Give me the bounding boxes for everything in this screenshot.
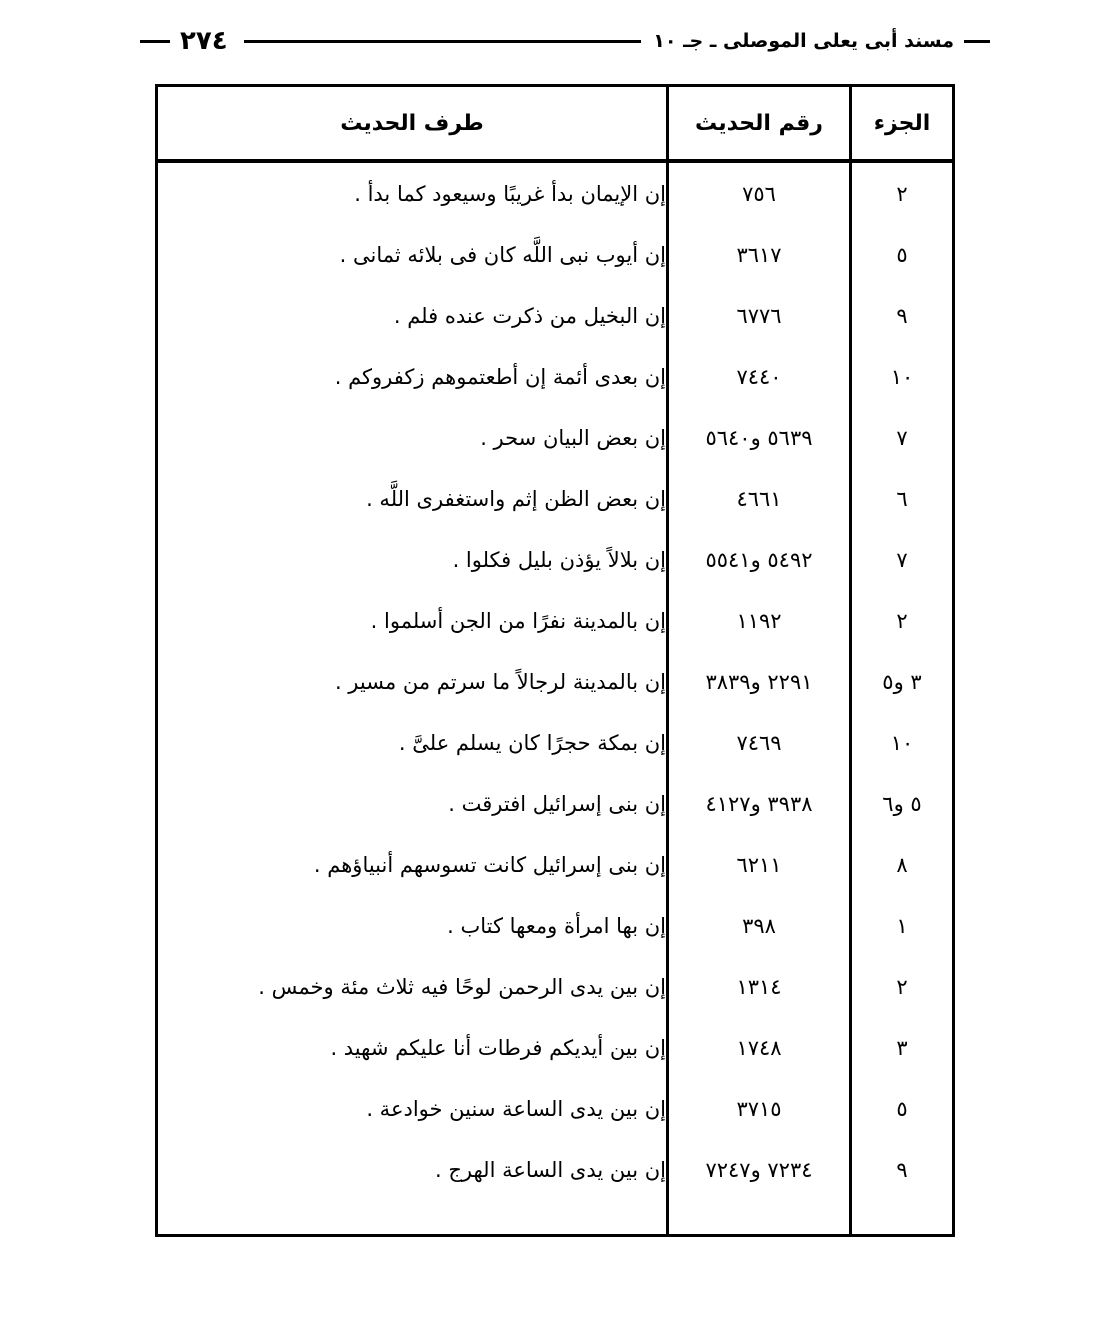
cell-hadith-number: ٥٦٣٩ و٥٦٤٠ (666, 407, 852, 468)
header-dash-leading (964, 39, 990, 43)
cell-hadith-text: إن بها امرأة ومعها كتاب . (156, 895, 669, 956)
cell-hadith-text: إن بعض البيان سحر . (156, 407, 669, 468)
cell-hadith-text: إن بمكة حجرًا كان يسلم علىَّ . (156, 712, 669, 773)
cell-hadith-text: إن أيوب نبى اللَّه كان فى بلائه ثمانى . (156, 224, 669, 285)
table-row: ٥ ٣٦١٧ إن أيوب نبى اللَّه كان فى بلائه ثما… (156, 224, 954, 285)
table-body: ٢ ٧٥٦ إن الإيمان بدأ غريبًا وسيعود كما بدأ… (156, 161, 954, 1236)
cell-part: ٢ (849, 956, 954, 1017)
cell-part: ٧ (849, 407, 954, 468)
page-number: ٢٧٤ (180, 26, 228, 56)
book-title: مسند أبى يعلى الموصلى ـ جـ ١٠ (653, 29, 954, 52)
table-row: ١ ٣٩٨ إن بها امرأة ومعها كتاب . (156, 895, 954, 956)
table-header: الجزء رقم الحديث طرف الحديث (156, 85, 954, 161)
table-row: ٥ و٦ ٣٩٣٨ و٤١٢٧ إن بنى إسرائيل افترقت . (156, 773, 954, 834)
spacer-cell (666, 1200, 852, 1236)
cell-hadith-number: ٧٥٦ (666, 161, 852, 224)
cell-part: ١ (849, 895, 954, 956)
cell-hadith-text: إن البخيل من ذكرت عنده فلم . (156, 285, 669, 346)
table-row: ٦ ٤٦٦١ إن بعض الظن إثم واستغفرى اللَّه . (156, 468, 954, 529)
cell-hadith-text: إن بعدى أئمة إن أطعتموهم زكفروكم . (156, 346, 669, 407)
hadith-index-table: الجزء رقم الحديث طرف الحديث ٢ ٧٥٦ إن الإيم… (155, 84, 955, 1237)
table-row: ٧ ٥٤٩٢ و٥٥٤١ إن بلالاً يؤذن بليل فكلوا . (156, 529, 954, 590)
table-row: ٥ ٣٧١٥ إن بين يدى الساعة سنين خوادعة . (156, 1078, 954, 1139)
table-row: ٧ ٥٦٣٩ و٥٦٤٠ إن بعض البيان سحر . (156, 407, 954, 468)
spacer-cell (156, 1200, 669, 1236)
header-rule (243, 39, 642, 43)
cell-part: ٣ (849, 1017, 954, 1078)
cell-hadith-number: ٧٤٦٩ (666, 712, 852, 773)
cell-hadith-number: ٧٢٣٤ و٧٢٤٧ (666, 1139, 852, 1200)
cell-part: ٥ (849, 224, 954, 285)
cell-part: ١٠ (849, 346, 954, 407)
cell-hadith-number: ٣٩٨ (666, 895, 852, 956)
cell-hadith-number: ٣٧١٥ (666, 1078, 852, 1139)
cell-hadith-text: إن بين يدى الرحمن لوحًا فيه ثلاث مئة وخم… (156, 956, 669, 1017)
cell-part: ٨ (849, 834, 954, 895)
table-row: ١٠ ٧٤٤٠ إن بعدى أئمة إن أطعتموهم زكفروكم . (156, 346, 954, 407)
cell-hadith-number: ٦٧٧٦ (666, 285, 852, 346)
cell-part: ٥ و٦ (849, 773, 954, 834)
cell-hadith-number: ٥٤٩٢ و٥٥٤١ (666, 529, 852, 590)
cell-part: ٩ (849, 285, 954, 346)
column-header-text: طرف الحديث (156, 85, 669, 161)
cell-hadith-text: إن الإيمان بدأ غريبًا وسيعود كما بدأ . (156, 161, 669, 224)
table-row: ٢ ٧٥٦ إن الإيمان بدأ غريبًا وسيعود كما بدأ… (156, 161, 954, 224)
table-header-row: الجزء رقم الحديث طرف الحديث (156, 85, 954, 161)
cell-hadith-text: إن بالمدينة نفرًا من الجن أسلموا . (156, 590, 669, 651)
table-row: ٣ ١٧٤٨ إن بين أيديكم فرطات أنا عليكم شهيد … (156, 1017, 954, 1078)
cell-hadith-text: إن بلالاً يؤذن بليل فكلوا . (156, 529, 669, 590)
table-row: ٣ و٥ ٢٢٩١ و٣٨٣٩ إن بالمدينة لرجالاً ما سرت… (156, 651, 954, 712)
cell-hadith-text: إن بعض الظن إثم واستغفرى اللَّه . (156, 468, 669, 529)
cell-hadith-text: إن بالمدينة لرجالاً ما سرتم من مسير . (156, 651, 669, 712)
table-row: ٨ ٦٢١١ إن بنى إسرائيل كانت تسوسهم أنبياؤهم… (156, 834, 954, 895)
hadith-index-table-container: الجزء رقم الحديث طرف الحديث ٢ ٧٥٦ إن الإيم… (155, 84, 955, 1237)
page-running-header: مسند أبى يعلى الموصلى ـ جـ ١٠ ٢٧٤ (140, 18, 990, 64)
table-bottom-spacer (156, 1200, 954, 1236)
cell-hadith-text: إن بنى إسرائيل كانت تسوسهم أنبياؤهم . (156, 834, 669, 895)
cell-hadith-text: إن بين يدى الساعة سنين خوادعة . (156, 1078, 669, 1139)
cell-hadith-number: ٤٦٦١ (666, 468, 852, 529)
cell-hadith-number: ١١٩٢ (666, 590, 852, 651)
cell-hadith-number: ٣٩٣٨ و٤١٢٧ (666, 773, 852, 834)
cell-hadith-number: ٣٦١٧ (666, 224, 852, 285)
cell-part: ٣ و٥ (849, 651, 954, 712)
cell-part: ٢ (849, 161, 954, 224)
table-row: ٢ ١١٩٢ إن بالمدينة نفرًا من الجن أسلموا . (156, 590, 954, 651)
cell-part: ٢ (849, 590, 954, 651)
header-dash-trailing (140, 39, 170, 43)
cell-part: ٥ (849, 1078, 954, 1139)
cell-part: ٦ (849, 468, 954, 529)
spacer-cell (849, 1200, 954, 1236)
cell-hadith-number: ٢٢٩١ و٣٨٣٩ (666, 651, 852, 712)
table-row: ١٠ ٧٤٦٩ إن بمكة حجرًا كان يسلم علىَّ . (156, 712, 954, 773)
cell-part: ٩ (849, 1139, 954, 1200)
cell-hadith-number: ١٣١٤ (666, 956, 852, 1017)
table-row: ٢ ١٣١٤ إن بين يدى الرحمن لوحًا فيه ثلاث مئ… (156, 956, 954, 1017)
cell-hadith-text: إن بنى إسرائيل افترقت . (156, 773, 669, 834)
cell-hadith-number: ٦٢١١ (666, 834, 852, 895)
table-row: ٩ ٦٧٧٦ إن البخيل من ذكرت عنده فلم . (156, 285, 954, 346)
cell-part: ١٠ (849, 712, 954, 773)
cell-hadith-number: ٧٤٤٠ (666, 346, 852, 407)
table-row: ٩ ٧٢٣٤ و٧٢٤٧ إن بين يدى الساعة الهرج . (156, 1139, 954, 1200)
cell-part: ٧ (849, 529, 954, 590)
column-header-part: الجزء (849, 85, 954, 161)
cell-hadith-text: إن بين يدى الساعة الهرج . (156, 1139, 669, 1200)
cell-hadith-number: ١٧٤٨ (666, 1017, 852, 1078)
cell-hadith-text: إن بين أيديكم فرطات أنا عليكم شهيد . (156, 1017, 669, 1078)
column-header-number: رقم الحديث (666, 85, 852, 161)
